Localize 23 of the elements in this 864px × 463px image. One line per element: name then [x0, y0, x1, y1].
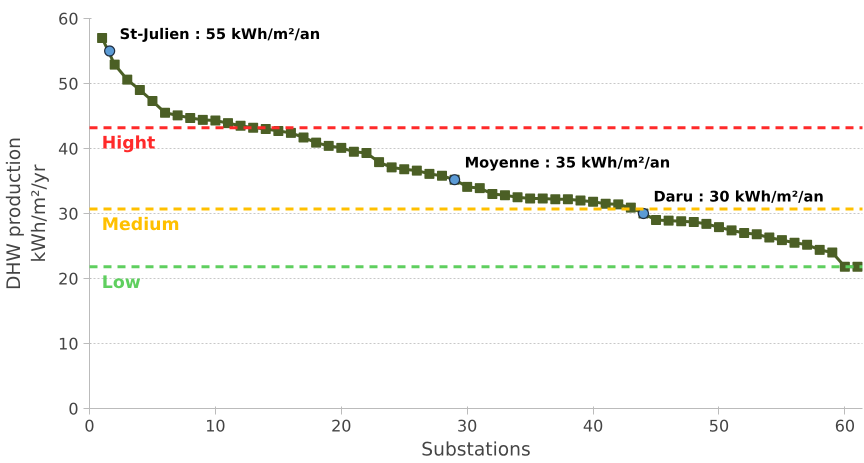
- ref-line-label: Low: [102, 272, 141, 293]
- x-tick-label: 40: [582, 416, 604, 436]
- x-tick-label: 50: [708, 416, 730, 436]
- y-tick-label: 40: [58, 140, 78, 158]
- ref-line-label: Hight: [102, 134, 156, 154]
- y-tick-label: 0: [68, 400, 79, 418]
- annotation: St-Julien : 55 kWh/m²/an: [120, 26, 320, 43]
- point: [104, 45, 116, 57]
- y-tick-label: 10: [58, 334, 78, 354]
- annotation: Moyenne : 35 kWh/m²/an: [464, 154, 670, 172]
- x-axis-title: Substations: [421, 440, 531, 460]
- y-axis-title: DHW production kWh/m²/yr: [4, 137, 50, 290]
- annotation: Daru : 30 kWh/m²/an: [653, 188, 824, 206]
- x-tick-label: 10: [205, 416, 226, 436]
- y-tick-label: 30: [58, 204, 78, 224]
- x-tick-label: 30: [457, 416, 478, 436]
- y-tick-label: 60: [58, 10, 78, 28]
- x-tick-label: 20: [331, 416, 352, 436]
- y-tick-label: 20: [58, 270, 78, 288]
- x-tick-label: 0: [84, 416, 95, 436]
- ref-line-label: Medium: [102, 214, 180, 235]
- x-tick-label: 60: [834, 416, 856, 436]
- y-tick-label: 50: [58, 74, 78, 94]
